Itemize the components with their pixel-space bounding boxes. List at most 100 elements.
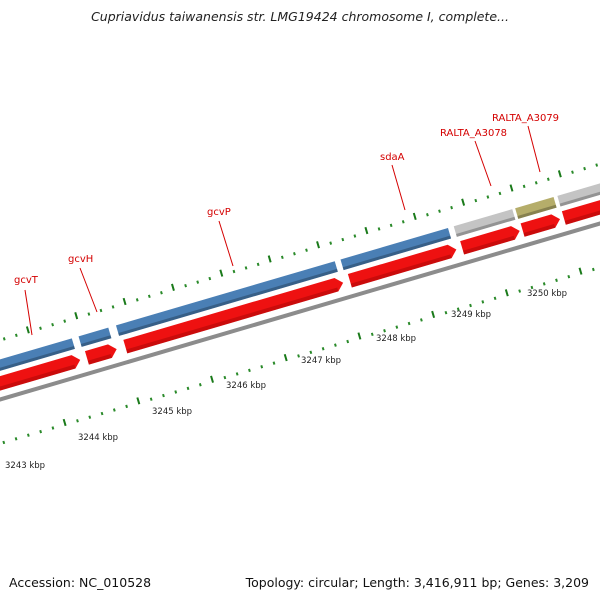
scale-tick — [334, 343, 337, 347]
cds-next-arrow-shade — [564, 198, 600, 225]
feature-gcvH-forward-shade — [80, 335, 112, 347]
upper-tick — [232, 269, 236, 274]
scale-tick — [51, 426, 55, 430]
upper-tick — [305, 248, 308, 252]
upper-tick — [196, 280, 200, 284]
upper-tick — [280, 255, 284, 260]
feature-gcvH-forward — [78, 327, 112, 347]
upper-tick — [474, 198, 478, 203]
upper-tick — [160, 291, 163, 295]
scale-tick — [530, 285, 534, 290]
feature-RALTA_A3078-forward — [453, 209, 516, 237]
cds-RALTA_A3079-arrow — [520, 214, 561, 237]
scale-tick — [76, 419, 79, 423]
upper-tick — [364, 226, 369, 235]
scale-tick — [14, 437, 18, 441]
upper-tick — [122, 297, 127, 306]
scale-tick — [309, 350, 313, 355]
upper-tick — [341, 237, 345, 242]
upper-tick — [401, 220, 405, 224]
scale-tick — [469, 303, 472, 308]
scale-tick — [518, 289, 522, 293]
scale-tick — [223, 375, 227, 380]
scale-tick — [420, 318, 423, 322]
feature-RALTA_A3078-forward-shade — [455, 216, 516, 237]
upper-tick — [389, 223, 393, 228]
map-title: Cupriavidus taiwanensis str. LMG19424 ch… — [91, 9, 509, 24]
cds-gcvP-arrow — [123, 277, 344, 354]
feature-sdaA-forward-shade — [342, 235, 452, 271]
upper-tick — [571, 170, 574, 174]
cds-gcvH-arrow-shade — [87, 353, 112, 365]
scale-tick — [272, 361, 276, 365]
scale-tick — [283, 353, 288, 362]
cds-RALTA_A3079-arrow-shade — [523, 223, 556, 237]
scale-tick — [493, 296, 497, 301]
scale-tick — [162, 393, 165, 398]
scale-tick — [297, 354, 300, 358]
feature-gcvT-forward — [0, 338, 75, 379]
scale-label: 3246 kbp — [226, 381, 266, 391]
gene-leader-line — [527, 125, 541, 173]
upper-tick — [25, 326, 30, 334]
scale-tick — [481, 300, 485, 304]
gene-label-RALTA_A3079: RALTA_A3079 — [492, 113, 559, 124]
upper-tick — [111, 305, 115, 309]
scale-tick — [456, 307, 460, 311]
scale-label: 3245 kbp — [152, 407, 192, 417]
upper-tick — [208, 276, 212, 281]
upper-tick — [557, 170, 562, 178]
scale-tick — [136, 397, 141, 405]
feature-next-forward-shade — [559, 178, 600, 207]
scale-tick — [346, 339, 350, 344]
scale-tick — [555, 278, 558, 283]
gene-leader-line — [474, 140, 492, 187]
upper-tick — [39, 326, 42, 330]
scale-tick — [112, 408, 116, 412]
scale-tick — [235, 372, 239, 376]
scale-tick — [186, 386, 190, 391]
scale-tick — [2, 440, 6, 445]
upper-tick — [244, 266, 248, 270]
cds-RALTA_A3078-arrow — [460, 226, 520, 255]
cds-next-arrow — [561, 188, 600, 225]
upper-tick — [267, 255, 272, 263]
upper-tick — [534, 181, 538, 185]
gene-leader-line — [218, 220, 234, 267]
scale-tick — [431, 310, 436, 319]
scale-tick — [321, 347, 325, 351]
gene-label-RALTA_A3078: RALTA_A3078 — [440, 128, 507, 139]
upper-tick — [329, 241, 333, 245]
track-group — [0, 163, 600, 408]
scale-label: 3247 kbp — [301, 356, 341, 366]
scale-tick — [383, 329, 386, 333]
accession-text: Accession: NC_010528 — [9, 575, 152, 590]
scale-label: 3244 kbp — [78, 433, 118, 443]
scale-label: 3248 kbp — [376, 334, 416, 344]
upper-tick — [498, 191, 502, 196]
scale-label: 3243 kbp — [5, 461, 45, 471]
topology-summary: Topology: circular; Length: 3,416,911 bp… — [245, 575, 589, 590]
cds-gcvT-arrow-shade — [0, 364, 76, 397]
upper-tick — [293, 252, 296, 256]
scale-tick — [567, 274, 571, 279]
feature-gcvP-forward — [115, 261, 338, 336]
gene-label-sdaA: sdaA — [380, 152, 405, 163]
gene-leader-line — [79, 267, 98, 313]
scale-tick — [248, 368, 251, 373]
upper-tick — [184, 283, 187, 288]
feature-gcvT-forward-shade — [0, 346, 75, 379]
feature-next-forward — [557, 171, 600, 207]
scale-tick — [395, 325, 399, 329]
upper-tick — [426, 213, 429, 217]
upper-tick — [87, 312, 91, 316]
scale-tick — [407, 321, 411, 326]
scale-row — [2, 267, 595, 445]
scale-tick — [210, 375, 214, 383]
upper-tick — [219, 269, 224, 277]
upper-tick — [486, 195, 490, 199]
scale-tick — [26, 433, 30, 437]
gene-label-gcvH: gcvH — [68, 254, 93, 265]
gene-leader-line — [24, 289, 33, 336]
